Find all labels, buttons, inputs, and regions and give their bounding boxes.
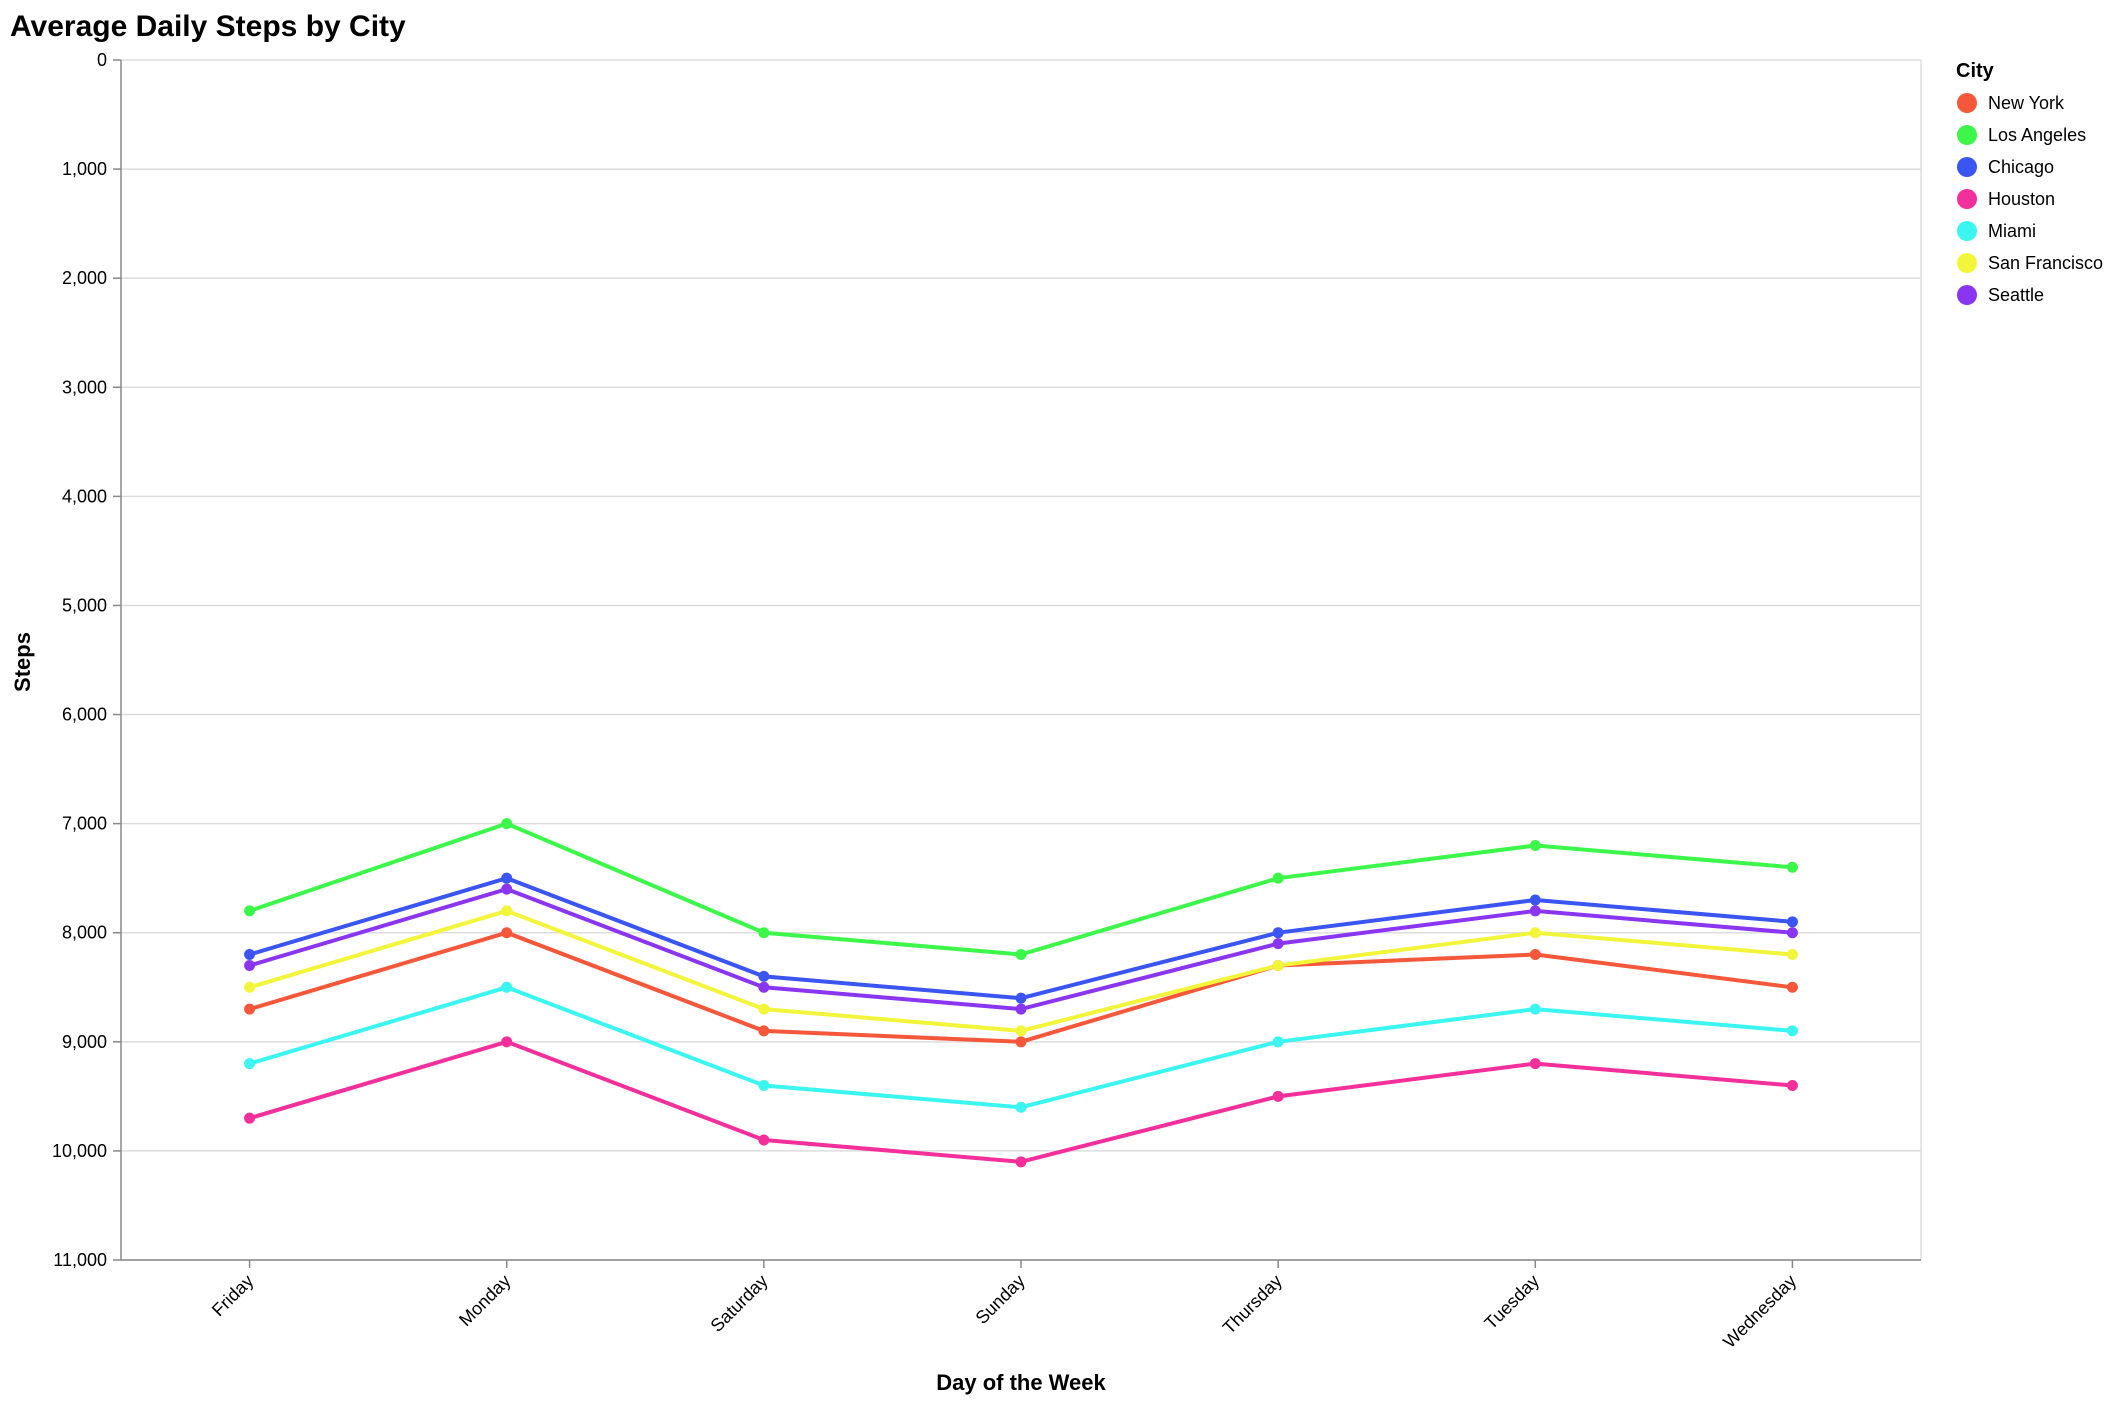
data-point[interactable]: [244, 905, 256, 917]
data-point[interactable]: [244, 1112, 256, 1124]
legend-label: Chicago: [1988, 157, 2054, 177]
y-tick-label: 6,000: [62, 705, 107, 725]
data-point[interactable]: [1786, 1079, 1798, 1091]
data-point[interactable]: [758, 1079, 770, 1091]
y-tick-label: 8,000: [62, 923, 107, 943]
y-tick-label: 9,000: [62, 1032, 107, 1052]
data-point[interactable]: [1529, 1058, 1541, 1070]
legend-label: San Francisco: [1988, 253, 2103, 273]
y-axis-title: Steps: [10, 632, 35, 692]
data-point[interactable]: [1786, 916, 1798, 928]
legend-swatch: [1957, 157, 1977, 177]
data-point[interactable]: [1786, 1025, 1798, 1037]
legend-item[interactable]: New York: [1957, 93, 2065, 113]
data-point[interactable]: [1529, 927, 1541, 939]
x-axis-title: Day of the Week: [936, 1370, 1106, 1395]
x-tick-label: Friday: [208, 1271, 258, 1321]
data-point[interactable]: [244, 959, 256, 971]
data-point[interactable]: [758, 1025, 770, 1037]
legend-item[interactable]: San Francisco: [1957, 253, 2103, 273]
x-tick-label: Thursday: [1219, 1271, 1286, 1338]
y-tick-label: 7,000: [62, 814, 107, 834]
chart-title: Average Daily Steps by City: [10, 10, 406, 43]
legend-swatch: [1957, 189, 1977, 209]
data-point[interactable]: [501, 1036, 513, 1048]
data-point[interactable]: [1786, 927, 1798, 939]
legend-label: Houston: [1988, 189, 2055, 209]
data-point[interactable]: [1015, 949, 1027, 961]
data-point[interactable]: [501, 818, 513, 830]
y-tick-label: 5,000: [62, 595, 107, 615]
series-points: [244, 818, 1798, 1168]
data-point[interactable]: [1272, 959, 1284, 971]
x-tick-label: Monday: [455, 1271, 514, 1330]
y-tick-label: 2,000: [62, 268, 107, 288]
x-tick-label: Saturday: [707, 1271, 772, 1336]
legend-label: Los Angeles: [1988, 125, 2086, 145]
data-point[interactable]: [758, 927, 770, 939]
data-point[interactable]: [1272, 872, 1284, 884]
legend-item[interactable]: Houston: [1957, 189, 2055, 209]
data-point[interactable]: [1272, 927, 1284, 939]
data-point[interactable]: [1015, 1156, 1027, 1168]
data-point[interactable]: [1015, 1003, 1027, 1015]
data-point[interactable]: [1786, 861, 1798, 873]
data-point[interactable]: [1529, 839, 1541, 851]
data-point[interactable]: [1529, 949, 1541, 961]
data-point[interactable]: [1786, 981, 1798, 993]
legend-swatch: [1957, 125, 1977, 145]
data-point[interactable]: [501, 981, 513, 993]
axes: 0 1,000 2,000 3,000 4,000 5,000 6,000 7,000 8,00…: [52, 50, 1921, 1352]
data-point[interactable]: [501, 883, 513, 895]
y-tick-label: 11,000: [53, 1250, 107, 1270]
data-point[interactable]: [1015, 1036, 1027, 1048]
legend-swatch: [1957, 93, 1977, 113]
y-tick-label: 4,000: [62, 486, 107, 506]
x-tick-label: Sunday: [972, 1271, 1029, 1328]
legend-item[interactable]: Seattle: [1957, 285, 2044, 305]
y-tick-label: 0: [97, 50, 107, 70]
data-point[interactable]: [1529, 1003, 1541, 1015]
data-point[interactable]: [1529, 894, 1541, 906]
data-point[interactable]: [758, 1003, 770, 1015]
data-point[interactable]: [244, 1003, 256, 1015]
data-point[interactable]: [758, 1134, 770, 1146]
legend-label: Seattle: [1988, 285, 2044, 305]
y-tick-label: 3,000: [62, 377, 107, 397]
legend-item[interactable]: Chicago: [1957, 157, 2054, 177]
data-point[interactable]: [1272, 938, 1284, 950]
legend-item[interactable]: Miami: [1957, 221, 2036, 241]
data-point[interactable]: [1272, 1036, 1284, 1048]
legend-swatch: [1957, 253, 1977, 273]
legend-items: New York Los Angeles Chicago Houston Miami Sa…: [1957, 93, 2103, 305]
data-point[interactable]: [758, 981, 770, 993]
data-point[interactable]: [501, 905, 513, 917]
y-tick-label: 1,000: [62, 159, 107, 179]
legend-label: Miami: [1988, 221, 2036, 241]
legend: City New York Los Angeles Chicago Houston Mi…: [1956, 60, 2103, 305]
data-point[interactable]: [244, 1058, 256, 1070]
data-point[interactable]: [1529, 905, 1541, 917]
legend-swatch: [1957, 285, 1977, 305]
data-point[interactable]: [244, 949, 256, 961]
legend-swatch: [1957, 221, 1977, 241]
legend-item[interactable]: Los Angeles: [1957, 125, 2086, 145]
x-tick-label: Tuesday: [1481, 1271, 1543, 1333]
x-tick-label: Wednesday: [1719, 1271, 1800, 1352]
data-point[interactable]: [1786, 949, 1798, 961]
grid-lines: [121, 59, 1922, 1261]
legend-title: City: [1956, 60, 1995, 82]
data-point[interactable]: [1015, 1025, 1027, 1037]
data-point[interactable]: [501, 872, 513, 884]
data-point[interactable]: [758, 970, 770, 982]
legend-label: New York: [1988, 93, 2065, 113]
data-point[interactable]: [1015, 992, 1027, 1004]
data-point[interactable]: [244, 981, 256, 993]
data-point[interactable]: [1272, 1090, 1284, 1102]
y-tick-label: 10,000: [52, 1141, 107, 1161]
data-point[interactable]: [501, 927, 513, 939]
data-point[interactable]: [1015, 1101, 1027, 1113]
